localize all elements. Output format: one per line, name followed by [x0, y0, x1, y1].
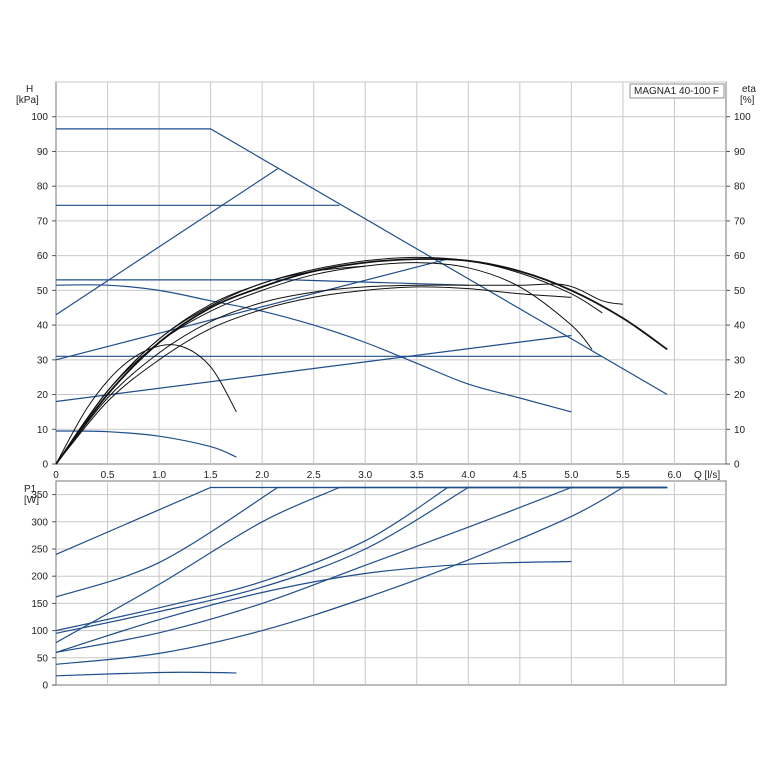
flow-tick-label: 6.0 [668, 470, 682, 481]
head-curve [56, 128, 668, 396]
flow-tick-label: 5.0 [564, 470, 578, 481]
head-tick-label: 70 [37, 216, 49, 227]
eta-tick-label: 0 [734, 460, 740, 471]
eta-tick-label: 50 [734, 286, 746, 297]
power-plot-area [55, 480, 727, 686]
head-tick-label: 60 [37, 251, 49, 262]
power-tick-label: 300 [31, 517, 48, 528]
head-tick-label: 40 [37, 321, 49, 332]
power-grid [56, 481, 726, 685]
efficiency-curve [55, 344, 237, 465]
flow-tick-label: 3.0 [358, 470, 372, 481]
power-curves [55, 486, 668, 677]
eta-axis-unit: [%] [740, 95, 755, 106]
power-tick-label: 50 [37, 653, 49, 664]
head-curve [55, 284, 572, 413]
power-curve [55, 486, 668, 598]
flow-tick-label: 2.5 [307, 470, 321, 481]
head-tick-label: 20 [37, 390, 49, 401]
power-tick-label: 150 [31, 599, 48, 610]
efficiency-curves [55, 256, 668, 465]
power-curve [55, 486, 668, 653]
power-curve [55, 671, 237, 677]
power-curve [55, 486, 668, 644]
model-label-box [629, 83, 725, 99]
eta-tick-label: 60 [734, 251, 746, 262]
power-tick-labels: 0 50 100 150 200 250 300 350 [31, 490, 56, 692]
eta-tick-label: 10 [734, 425, 746, 436]
eta-axis-title: eta [742, 84, 756, 95]
flow-tick-label: 0.5 [101, 470, 115, 481]
power-axis-unit: [W] [24, 495, 39, 506]
flow-tick-label: 2.0 [255, 470, 269, 481]
power-tick-label: 350 [31, 490, 48, 501]
head-tick-label: 30 [37, 355, 49, 366]
eta-tick-label: 80 [734, 182, 746, 193]
flow-tick-label: 4.5 [513, 470, 527, 481]
power-tick-label: 100 [31, 626, 48, 637]
flow-tick-label: 1.0 [152, 470, 166, 481]
head-plot-area [55, 81, 727, 465]
power-curve [55, 486, 668, 665]
flow-axis-title: Q [l/s] [694, 470, 720, 481]
eta-tick-label: 20 [734, 390, 746, 401]
power-curve [55, 560, 572, 653]
flow-tick-label: 0 [53, 470, 59, 481]
head-tick-label: 50 [37, 286, 49, 297]
flow-tick-label: 5.5 [616, 470, 630, 481]
head-curve [55, 430, 237, 458]
flow-tick-label: 1.5 [204, 470, 218, 481]
eta-tick-label: 70 [734, 216, 746, 227]
head-axis-unit: [kPa] [16, 95, 39, 106]
power-tick-label: 200 [31, 572, 48, 583]
flow-tick-label: 3.5 [410, 470, 424, 481]
eta-tick-label: 30 [734, 355, 746, 366]
power-curve [55, 486, 668, 634]
head-tick-label: 0 [42, 460, 48, 471]
eta-tick-label: 90 [734, 147, 746, 158]
eta-tick-label: 40 [734, 321, 746, 332]
power-curve [55, 486, 668, 632]
head-tick-label: 80 [37, 182, 49, 193]
head-tick-label: 10 [37, 425, 49, 436]
head-curve [55, 334, 572, 403]
power-tick-label: 0 [42, 681, 48, 692]
efficiency-curve [55, 265, 366, 465]
power-axis-title: P1 [24, 484, 37, 495]
head-tick-label: 90 [37, 147, 49, 158]
eta-tick-label: 100 [734, 112, 751, 123]
head-axis-title: H [26, 84, 33, 95]
efficiency-curve [55, 262, 593, 465]
head-curves [55, 128, 668, 458]
power-tick-label: 250 [31, 545, 48, 556]
head-tick-label: 100 [31, 112, 48, 123]
head-grid [56, 81, 726, 464]
efficiency-curve [55, 283, 623, 465]
flow-tick-label: 4.0 [461, 470, 475, 481]
head-curve [55, 168, 278, 316]
model-label: MAGNA1 40-100 F [634, 86, 719, 97]
efficiency-curve [55, 286, 572, 465]
